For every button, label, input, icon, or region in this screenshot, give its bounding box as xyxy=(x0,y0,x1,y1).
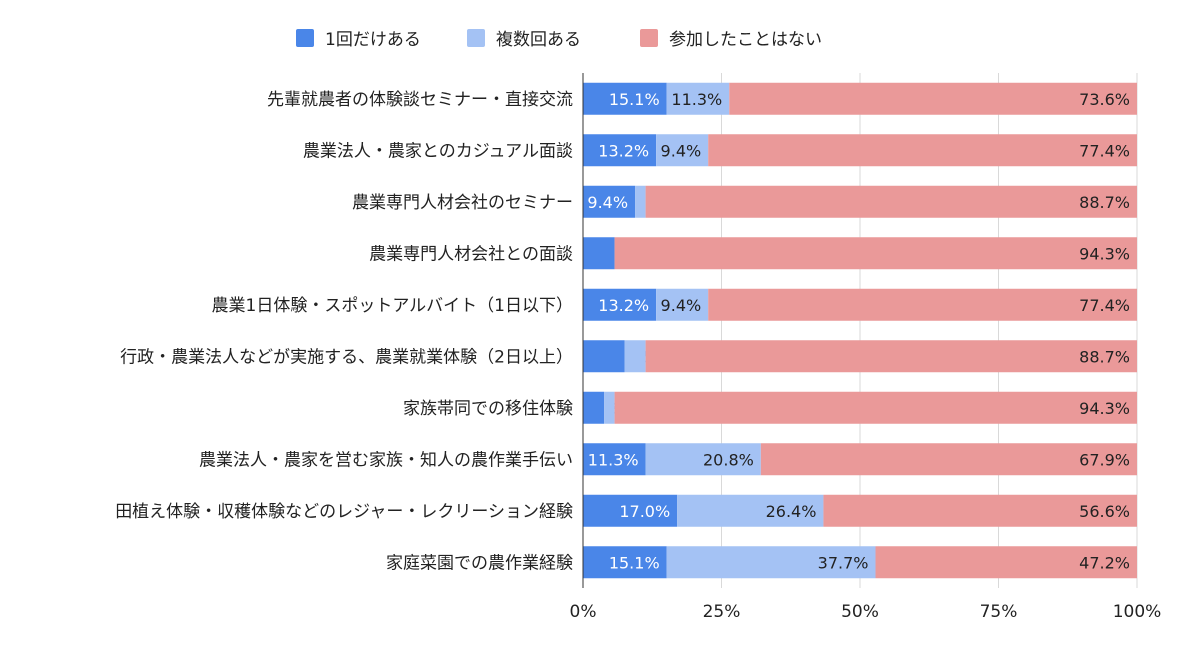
bar-segment xyxy=(583,546,667,579)
category-label: 家族帯同での移住体験 xyxy=(403,399,573,419)
bar-segment xyxy=(729,82,1137,115)
x-tick-label: 50% xyxy=(841,602,879,622)
bar-segment xyxy=(583,288,657,321)
category-label: 農業法人・農家とのカジュアル面談 xyxy=(303,141,573,161)
bar-segment xyxy=(583,391,605,424)
bar-segment xyxy=(645,340,1137,373)
bar-segment xyxy=(583,82,667,115)
bar-segment xyxy=(614,391,1137,424)
data-label: 11.3% xyxy=(588,450,639,469)
bar-segment xyxy=(666,82,730,115)
data-label: 94.3% xyxy=(1079,399,1130,418)
category-label: 農業専門人材会社のセミナー xyxy=(352,193,573,213)
data-label: 77.4% xyxy=(1079,141,1130,160)
legend-label: 1回だけある xyxy=(325,30,421,50)
data-label: 20.8% xyxy=(703,450,754,469)
data-label: 37.7% xyxy=(818,553,869,572)
category-label: 農業法人・農家を営む家族・知人の農作業手伝い xyxy=(199,450,573,470)
data-label: 9.4% xyxy=(661,296,702,315)
bar-segment xyxy=(708,288,1137,321)
data-label: 88.7% xyxy=(1079,347,1130,366)
data-label: 26.4% xyxy=(766,502,817,521)
bar-segment xyxy=(666,546,876,579)
data-label: 9.4% xyxy=(587,193,628,212)
bar-segment xyxy=(583,340,625,373)
data-label: 13.2% xyxy=(598,296,649,315)
data-label: 11.3% xyxy=(671,90,722,109)
category-label: 農業専門人材会社との面談 xyxy=(369,244,573,264)
bar-segment xyxy=(583,443,646,476)
data-label: 9.4% xyxy=(661,141,702,160)
bar-segment xyxy=(583,134,657,167)
legend-swatch xyxy=(640,29,658,47)
data-label: 47.2% xyxy=(1079,553,1130,572)
data-label: 56.6% xyxy=(1079,502,1130,521)
bar-segment xyxy=(645,443,761,476)
legend-label: 参加したことはない xyxy=(669,30,822,50)
bar-segment xyxy=(656,288,709,321)
bar-segment xyxy=(760,443,1137,476)
bar-segment xyxy=(635,185,646,218)
category-label: 農業1日体験・スポットアルバイト（1日以下） xyxy=(212,296,573,316)
data-label: 13.2% xyxy=(598,141,649,160)
x-tick-label: 75% xyxy=(980,602,1018,622)
x-tick-label: 0% xyxy=(570,602,597,622)
data-label: 15.1% xyxy=(609,90,660,109)
bar-segment xyxy=(624,340,646,373)
bar-segment xyxy=(614,237,1137,270)
legend-swatch xyxy=(296,29,314,47)
legend-label: 複数回ある xyxy=(496,30,581,50)
data-label: 77.4% xyxy=(1079,296,1130,315)
bar-segment xyxy=(583,494,678,527)
data-label: 88.7% xyxy=(1079,193,1130,212)
bar-segment xyxy=(583,237,615,270)
data-label: 73.6% xyxy=(1079,90,1130,109)
category-label: 田植え体験・収穫体験などのレジャー・レクリーション経験 xyxy=(115,502,573,522)
category-label: 家庭菜園での農作業経験 xyxy=(386,553,573,573)
category-label: 行政・農業法人などが実施する、農業就業体験（2日以上） xyxy=(120,347,573,367)
data-label: 94.3% xyxy=(1079,244,1130,263)
bar-segment xyxy=(677,494,824,527)
bar-segment xyxy=(645,185,1137,218)
x-tick-label: 25% xyxy=(703,602,741,622)
data-label: 17.0% xyxy=(619,502,670,521)
x-tick-label: 100% xyxy=(1113,602,1162,622)
data-label: 67.9% xyxy=(1079,450,1130,469)
category-label: 先輩就農者の体験談セミナー・直接交流 xyxy=(267,90,573,110)
bar-segment xyxy=(823,494,1137,527)
bar-segment xyxy=(583,185,636,218)
bar-segment xyxy=(875,546,1137,579)
bar-segment xyxy=(708,134,1137,167)
legend-swatch xyxy=(467,29,485,47)
bar-segment xyxy=(656,134,709,167)
bar-segment xyxy=(604,391,615,424)
data-label: 15.1% xyxy=(609,553,660,572)
